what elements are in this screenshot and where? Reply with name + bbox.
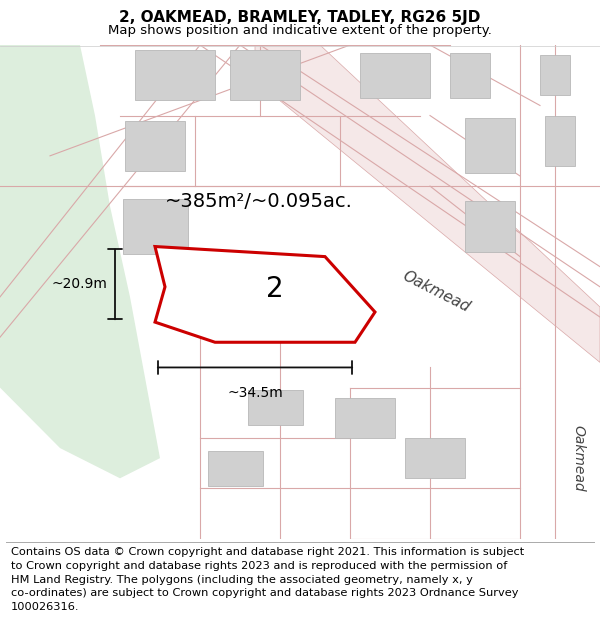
Bar	[335, 398, 395, 438]
Bar	[465, 118, 515, 174]
Bar	[248, 390, 302, 426]
Text: Contains OS data © Crown copyright and database right 2021. This information is : Contains OS data © Crown copyright and d…	[11, 548, 524, 612]
Text: 2, OAKMEAD, BRAMLEY, TADLEY, RG26 5JD: 2, OAKMEAD, BRAMLEY, TADLEY, RG26 5JD	[119, 10, 481, 25]
Text: Oakmead: Oakmead	[400, 269, 472, 315]
Bar	[125, 121, 185, 171]
Bar	[208, 451, 263, 486]
Bar	[360, 52, 430, 98]
Text: ~385m²/~0.095ac.: ~385m²/~0.095ac.	[165, 192, 353, 211]
Bar	[465, 201, 515, 252]
Text: Map shows position and indicative extent of the property.: Map shows position and indicative extent…	[108, 24, 492, 37]
Text: ~34.5m: ~34.5m	[227, 386, 283, 399]
Text: ~20.9m: ~20.9m	[51, 278, 107, 291]
Polygon shape	[255, 45, 600, 362]
Bar	[545, 116, 575, 166]
Text: Oakmead: Oakmead	[571, 425, 585, 491]
Bar	[540, 55, 570, 96]
Text: 2: 2	[266, 276, 284, 303]
Polygon shape	[155, 246, 375, 342]
Bar	[405, 438, 465, 478]
Bar	[135, 50, 215, 101]
Polygon shape	[0, 45, 160, 478]
Bar	[450, 52, 490, 98]
Bar	[230, 50, 300, 101]
Bar	[122, 199, 187, 254]
